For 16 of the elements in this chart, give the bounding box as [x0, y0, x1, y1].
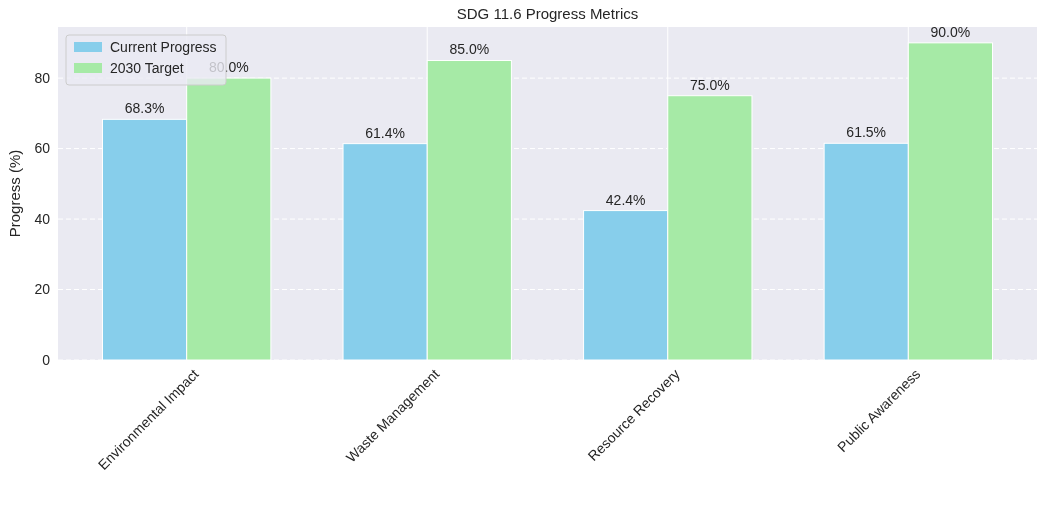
legend-label: Current Progress	[110, 38, 217, 55]
y-tick-label: 60	[34, 140, 51, 157]
legend-label: 2030 Target	[110, 59, 184, 76]
data-label: 61.5%	[846, 124, 887, 141]
data-label: 42.4%	[605, 191, 646, 208]
data-label: 85.0%	[449, 41, 490, 58]
y-tick-label: 80	[34, 70, 51, 86]
y-tick-label: 20	[34, 281, 51, 298]
y-tick-label: 40	[34, 210, 51, 227]
data-label: 90.0%	[930, 23, 971, 40]
data-label: 68.3%	[124, 100, 165, 117]
data-label: 75.0%	[690, 76, 730, 93]
chart-title: SDG 11.6 Progress Metrics	[456, 5, 639, 22]
y-axis-title: Progress (%)	[6, 149, 23, 238]
y-tick-label: 0	[42, 351, 51, 368]
data-label: 61.4%	[365, 124, 405, 141]
